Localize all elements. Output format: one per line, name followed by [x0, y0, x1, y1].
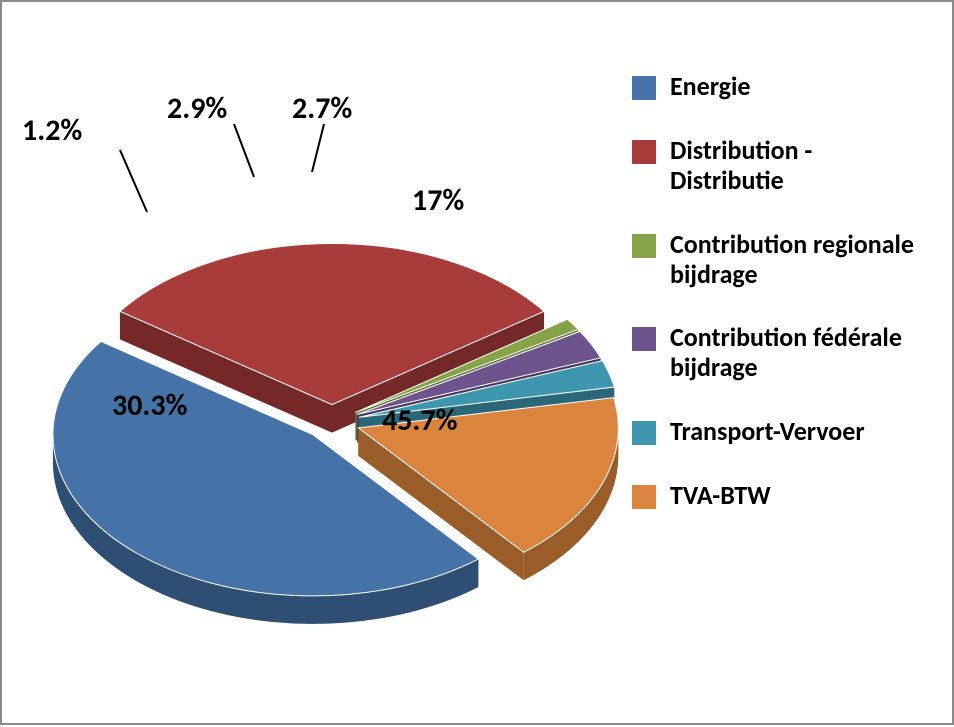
label-energie: 45.7% — [382, 402, 458, 439]
legend-item-regionale: Contribution regionale bijdrage — [632, 230, 922, 290]
label-distrib: 30.3% — [112, 387, 188, 424]
legend-swatch — [632, 234, 656, 258]
legend-swatch — [632, 485, 656, 509]
legend-label: Transport-Vervoer — [670, 417, 865, 447]
legend-item-energie: Energie — [632, 72, 922, 102]
legend-swatch — [632, 76, 656, 100]
legend-item-federale: Contribution fédérale bijdrage — [632, 323, 922, 383]
legend: Energie Distribution - Distributie Contr… — [632, 72, 922, 545]
legend-label: TVA-BTW — [670, 481, 771, 511]
label-regionale: 1.2% — [22, 112, 82, 149]
chart-frame: 45.7% 30.3% 1.2% 2.9% 2.7% 17% Energie D… — [0, 0, 954, 725]
legend-label: Contribution regionale bijdrage — [670, 230, 920, 290]
legend-swatch — [632, 421, 656, 445]
label-transport: 2.7% — [292, 90, 352, 127]
legend-swatch — [632, 140, 656, 164]
legend-item-tva: TVA-BTW — [632, 481, 922, 511]
label-tva: 17% — [412, 182, 464, 219]
legend-label: Contribution fédérale bijdrage — [670, 323, 920, 383]
label-federale: 2.9% — [167, 90, 227, 127]
legend-label: Distribution - Distributie — [670, 136, 920, 196]
legend-item-distrib: Distribution - Distributie — [632, 136, 922, 196]
legend-swatch — [632, 327, 656, 351]
legend-item-transport: Transport-Vervoer — [632, 417, 922, 447]
legend-label: Energie — [670, 72, 750, 102]
